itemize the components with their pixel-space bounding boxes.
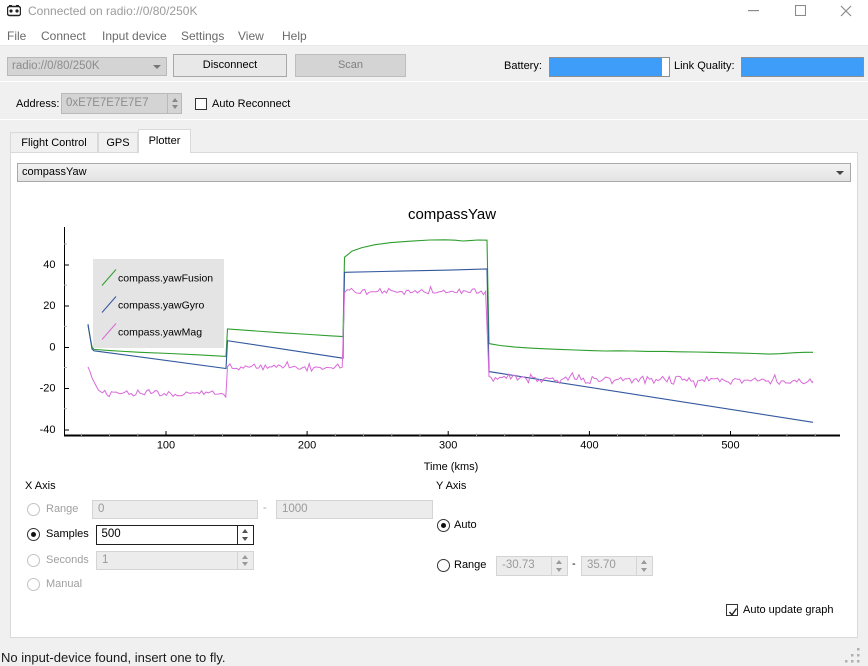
- svg-text:500: 500: [721, 440, 739, 452]
- svg-text:compass.yawMag: compass.yawMag: [118, 327, 202, 339]
- svg-text:compass.yawGyro: compass.yawGyro: [118, 300, 205, 312]
- svg-text:Time (kms): Time (kms): [424, 461, 479, 473]
- svg-text:-20: -20: [40, 383, 56, 395]
- svg-text:compassYaw: compassYaw: [408, 206, 496, 223]
- svg-text:0: 0: [49, 341, 55, 353]
- svg-text:-40: -40: [40, 424, 56, 436]
- svg-text:20: 20: [43, 300, 55, 312]
- svg-text:40: 40: [43, 259, 55, 271]
- svg-text:200: 200: [298, 440, 316, 452]
- svg-text:400: 400: [580, 440, 598, 452]
- svg-text:100: 100: [157, 440, 175, 452]
- svg-text:300: 300: [439, 440, 457, 452]
- svg-text:compass.yawFusion: compass.yawFusion: [118, 273, 213, 285]
